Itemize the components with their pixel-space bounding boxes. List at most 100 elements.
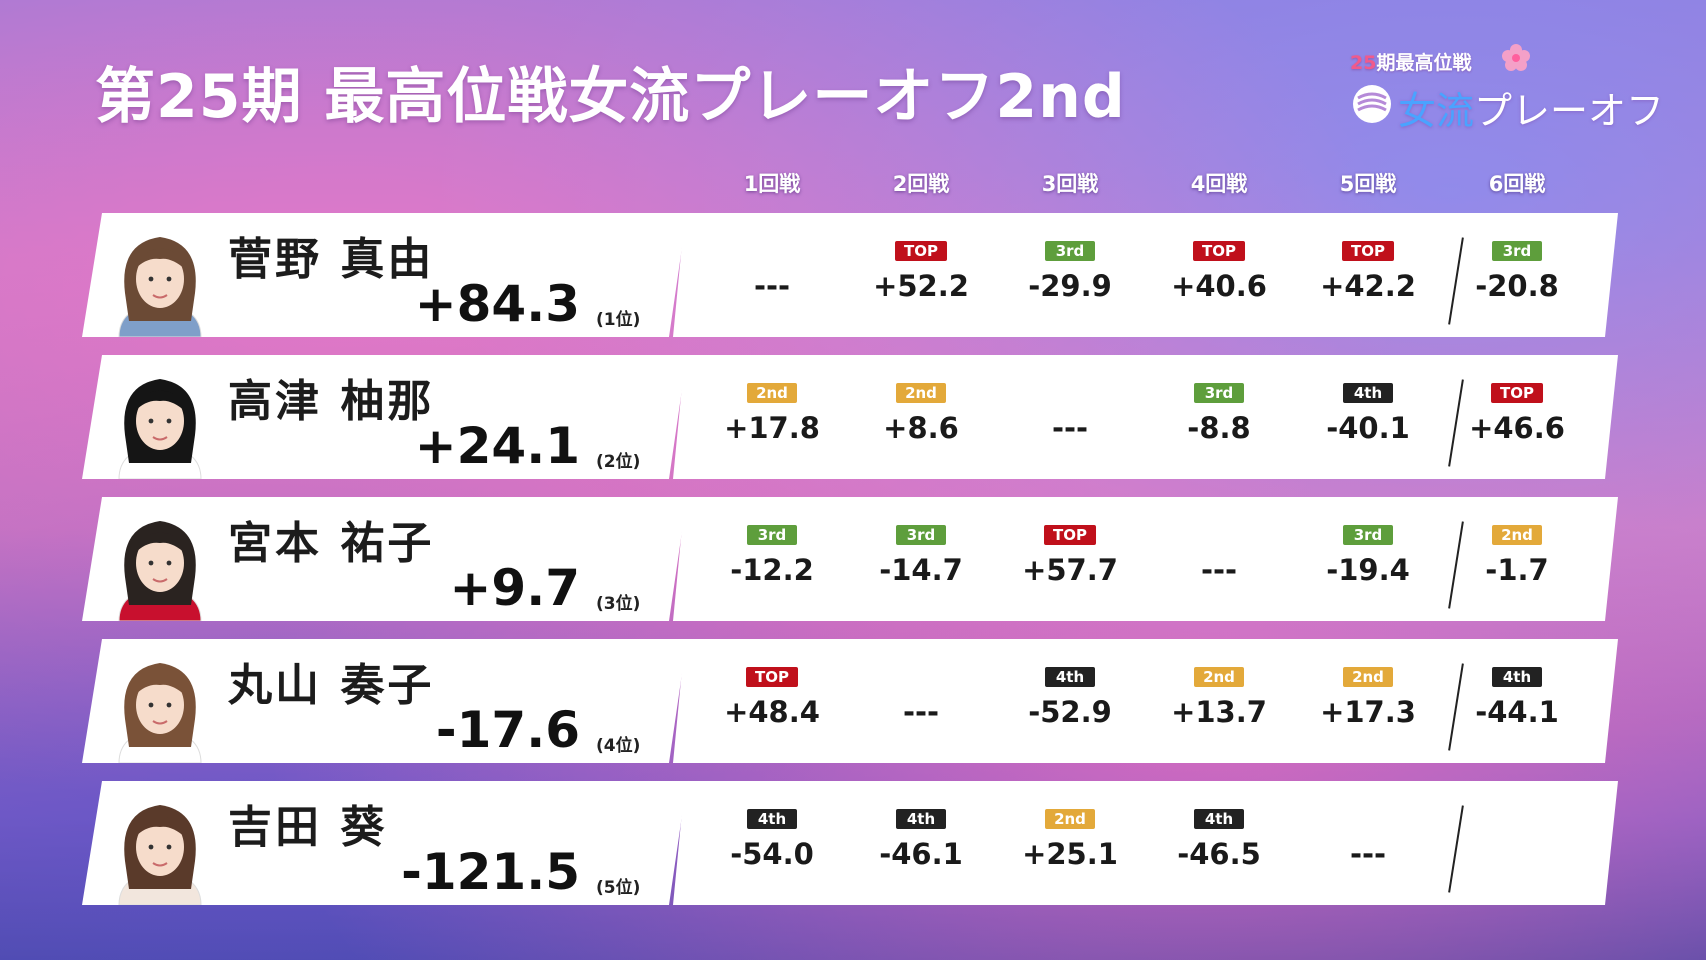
player-total-score: +24.1	[414, 417, 580, 475]
logo-subtitle: 25期最高位戦	[1350, 48, 1471, 75]
placement-badge: 2nd	[1343, 667, 1393, 687]
game-cell: 2nd +13.7	[1154, 639, 1284, 763]
logo-title-rest: プレーオフ	[1474, 89, 1665, 133]
player-avatar	[118, 663, 202, 763]
placement-badge: 3rd	[1045, 241, 1095, 261]
placement-badge: 4th	[747, 809, 797, 829]
score-panel	[673, 213, 1618, 337]
column-header-6: 6回戦	[1488, 172, 1546, 196]
placement-badge: 4th	[1045, 667, 1095, 687]
game-cell: 4th -46.1	[856, 781, 986, 905]
game-cell: TOP +40.6	[1154, 213, 1284, 337]
game-score: -1.7	[1485, 553, 1549, 587]
placement-badge: 3rd	[1343, 525, 1393, 545]
placement-badge: TOP	[895, 241, 947, 261]
placement-badge: TOP	[746, 667, 798, 687]
game-score: +46.6	[1469, 411, 1565, 445]
player-total-score: +84.3	[414, 275, 580, 333]
game-cell: ---	[1005, 355, 1135, 479]
player-row: 高津 柚那 +24.1 (2位) 2nd +17.8 2nd +8.6 --- 3rd -8.8 4…	[0, 355, 1706, 481]
page-title: 第25期 最高位戦女流プレーオフ2nd	[95, 62, 1126, 132]
game-cell: TOP +46.6	[1452, 355, 1582, 479]
column-header-1: 1回戦	[743, 172, 801, 196]
player-avatar	[118, 379, 202, 479]
player-rank: (5位)	[596, 878, 641, 898]
game-score: -54.0	[730, 837, 814, 871]
game-score: -52.9	[1028, 695, 1112, 729]
placement-badge: 3rd	[1194, 383, 1244, 403]
player-name: 丸山 奏子	[228, 660, 435, 711]
game-score: ---	[902, 695, 940, 729]
game-score: ---	[1200, 553, 1238, 587]
column-header-3: 3回戦	[1041, 172, 1099, 196]
placement-badge: 3rd	[747, 525, 797, 545]
game-score: +52.2	[873, 269, 969, 303]
game-cell: 2nd -1.7	[1452, 497, 1582, 621]
game-cell: ---	[856, 639, 986, 763]
game-cell: ---	[707, 213, 837, 337]
game-cell: 4th -44.1	[1452, 639, 1582, 763]
game-cell: 3rd -8.8	[1154, 355, 1284, 479]
game-score: +57.7	[1022, 553, 1118, 587]
player-name: 高津 柚那	[228, 376, 435, 427]
column-header-2: 2回戦	[892, 172, 950, 196]
game-cell: 4th -54.0	[707, 781, 837, 905]
game-score: -12.2	[730, 553, 814, 587]
player-avatar	[118, 521, 202, 621]
game-cell: ---	[1154, 497, 1284, 621]
game-cell: 3rd -19.4	[1303, 497, 1433, 621]
placement-badge: 2nd	[1492, 525, 1542, 545]
player-row: 菅野 真由 +84.3 (1位) --- TOP +52.2 3rd -29.9 TOP +40.…	[0, 213, 1706, 339]
placement-badge: 2nd	[896, 383, 946, 403]
game-score: ---	[1051, 411, 1089, 445]
placement-badge: 4th	[1343, 383, 1393, 403]
player-row: 吉田 葵 -121.5 (5位) 4th -54.0 4th -46.1 2nd +25.1 4t…	[0, 781, 1706, 907]
player-total-score: -121.5	[401, 843, 580, 901]
game-cell: 2nd +17.3	[1303, 639, 1433, 763]
placement-badge: TOP	[1044, 525, 1096, 545]
game-score: +13.7	[1171, 695, 1267, 729]
player-avatar	[118, 805, 202, 905]
game-score: +8.6	[883, 411, 959, 445]
player-rank: (4位)	[596, 736, 641, 756]
game-score: -20.8	[1475, 269, 1559, 303]
placement-badge: TOP	[1193, 241, 1245, 261]
placement-badge: 4th	[1194, 809, 1244, 829]
game-score: +40.6	[1171, 269, 1267, 303]
player-row: 丸山 奏子 -17.6 (4位) TOP +48.4 --- 4th -52.9 2nd +13.…	[0, 639, 1706, 765]
player-total-score: -17.6	[435, 701, 580, 759]
placement-badge: 4th	[896, 809, 946, 829]
game-cell: 3rd -20.8	[1452, 213, 1582, 337]
placement-badge: 4th	[1492, 667, 1542, 687]
game-cell: ---	[1303, 781, 1433, 905]
game-score: +42.2	[1320, 269, 1416, 303]
logo-number: 25	[1350, 52, 1377, 74]
column-header-4: 4回戦	[1190, 172, 1248, 196]
game-cell: TOP +42.2	[1303, 213, 1433, 337]
game-score: ---	[753, 269, 791, 303]
player-row: 宮本 祐子 +9.7 (3位) 3rd -12.2 3rd -14.7 TOP +57.7 ---…	[0, 497, 1706, 623]
game-score: -14.7	[879, 553, 963, 587]
game-score: +17.8	[724, 411, 820, 445]
placement-badge: 2nd	[747, 383, 797, 403]
column-header-5: 5回戦	[1339, 172, 1397, 196]
score-panel	[673, 355, 1618, 479]
game-score: +25.1	[1022, 837, 1118, 871]
game-score: -46.1	[879, 837, 963, 871]
game-score: -19.4	[1326, 553, 1410, 587]
game-cell: 2nd +8.6	[856, 355, 986, 479]
flower-icon	[1502, 44, 1530, 71]
logo-title-prefix: 女流	[1398, 89, 1475, 133]
placement-badge: 3rd	[896, 525, 946, 545]
game-cell: 3rd -29.9	[1005, 213, 1135, 337]
placement-badge: TOP	[1491, 383, 1543, 403]
player-rank: (2位)	[596, 452, 641, 472]
game-cell: TOP +52.2	[856, 213, 986, 337]
game-score: ---	[1349, 837, 1387, 871]
player-name: 宮本 祐子	[228, 518, 435, 569]
game-score: -40.1	[1326, 411, 1410, 445]
score-panel	[673, 781, 1618, 905]
player-name: 吉田 葵	[228, 802, 388, 853]
score-panel	[673, 497, 1618, 621]
game-cell: 3rd -12.2	[707, 497, 837, 621]
